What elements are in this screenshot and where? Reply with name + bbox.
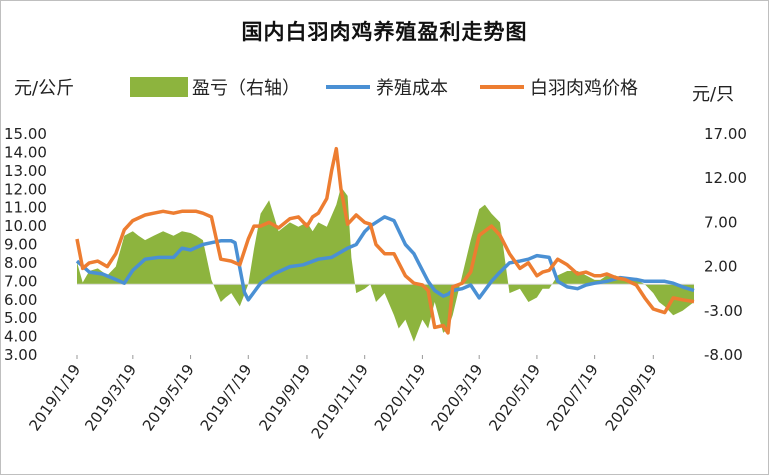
left-tick-label: 15.00 (4, 125, 47, 143)
right-axis-unit: 元/只 (692, 84, 735, 105)
left-tick-label: 10.00 (4, 217, 47, 235)
left-tick-label: 4.00 (4, 328, 37, 346)
x-tick-label: 2020/9/19 (602, 361, 661, 434)
series-profit-area (77, 187, 694, 342)
line-series-group (75, 146, 695, 335)
left-tick-label: 9.00 (4, 236, 37, 254)
profit-area-group (77, 187, 694, 342)
x-tick-label: 2019/7/19 (197, 361, 256, 434)
x-tick-label: 2020/1/19 (371, 361, 430, 434)
right-tick-label: 17.00 (704, 125, 747, 143)
x-tick-label: 2019/9/19 (255, 361, 314, 434)
left-axis-unit: 元/公斤 (14, 78, 75, 99)
legend-item-cost: 养殖成本 (326, 74, 448, 100)
right-tick-label: -8.00 (704, 346, 743, 364)
x-tick-label: 2020/3/19 (428, 361, 487, 434)
left-tick-label: 8.00 (4, 254, 37, 272)
legend-swatch-price (480, 85, 524, 89)
legend-swatch-cost (326, 85, 370, 89)
left-axis-ticks: 15.0014.0013.0012.0011.0010.009.008.007.… (4, 125, 47, 364)
right-tick-label: 12.00 (704, 169, 747, 187)
legend-label-price: 白羽肉鸡价格 (530, 78, 638, 99)
chart-title: 国内白羽肉鸡养殖盈利走势图 (241, 20, 528, 44)
series-price-line (75, 146, 695, 335)
x-tick-label: 2019/3/19 (81, 361, 140, 434)
left-tick-label: 6.00 (4, 291, 37, 309)
x-tick-label: 2020/7/19 (543, 361, 602, 434)
legend-item-profit: 盈亏（右轴） (130, 74, 300, 100)
x-tick-label: 2020/5/19 (485, 361, 544, 434)
legend-label-profit: 盈亏（右轴） (192, 78, 300, 99)
left-tick-label: 14.00 (4, 143, 47, 161)
legend-item-price: 白羽肉鸡价格 (480, 74, 638, 100)
legend-label-cost: 养殖成本 (376, 78, 448, 99)
left-tick-label: 7.00 (4, 272, 37, 290)
x-tick-label: 2019/11/19 (308, 361, 372, 442)
left-tick-label: 12.00 (4, 180, 47, 198)
left-tick-label: 11.00 (4, 199, 47, 217)
legend-swatch-profit (130, 77, 188, 97)
x-tick-label: 2019/1/19 (25, 361, 84, 434)
series-cost-line (75, 215, 695, 302)
right-tick-label: 7.00 (704, 213, 737, 231)
right-tick-label: -3.00 (704, 302, 743, 320)
right-axis-ticks: 17.00 12.00 7.00 2.00 -3.00 -8.00 (704, 125, 747, 364)
right-tick-label: 2.00 (704, 258, 737, 276)
x-tick-label: 2019/5/19 (139, 361, 198, 434)
left-tick-label: 3.00 (4, 346, 37, 364)
left-tick-label: 13.00 (4, 162, 47, 180)
left-tick-label: 5.00 (4, 309, 37, 327)
